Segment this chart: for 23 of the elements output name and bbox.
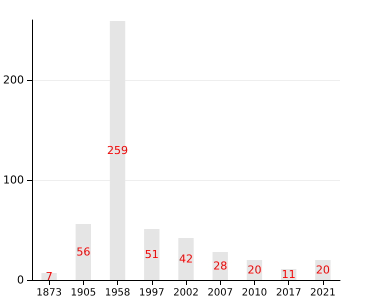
bar — [76, 224, 92, 280]
x-tick-label: 2007 — [207, 288, 233, 298]
data-label: 11 — [282, 268, 296, 281]
bar — [144, 229, 160, 280]
x-tick-label: 2010 — [242, 288, 268, 298]
x-tick-label: 1997 — [139, 288, 164, 298]
data-label: 259 — [107, 144, 128, 157]
x-tick-label: 1958 — [104, 288, 130, 298]
x-tick-label: 1905 — [70, 288, 96, 298]
x-tick-label: 2021 — [310, 288, 336, 298]
data-label: 56 — [76, 246, 90, 258]
x-tick-label: 2017 — [276, 288, 302, 298]
data-label: 28 — [213, 260, 228, 272]
y-tick-label: 100 — [2, 174, 24, 186]
y-tick-label: 200 — [2, 74, 24, 86]
y-tick-label: 0 — [16, 274, 24, 286]
x-tick-label: 1873 — [36, 288, 62, 298]
data-label: 20 — [316, 264, 330, 276]
data-label: 42 — [179, 252, 193, 266]
data-label: 20 — [247, 264, 262, 276]
data-label: 51 — [144, 248, 159, 261]
data-label: 7 — [46, 270, 53, 283]
x-tick-label: 2002 — [173, 288, 199, 298]
